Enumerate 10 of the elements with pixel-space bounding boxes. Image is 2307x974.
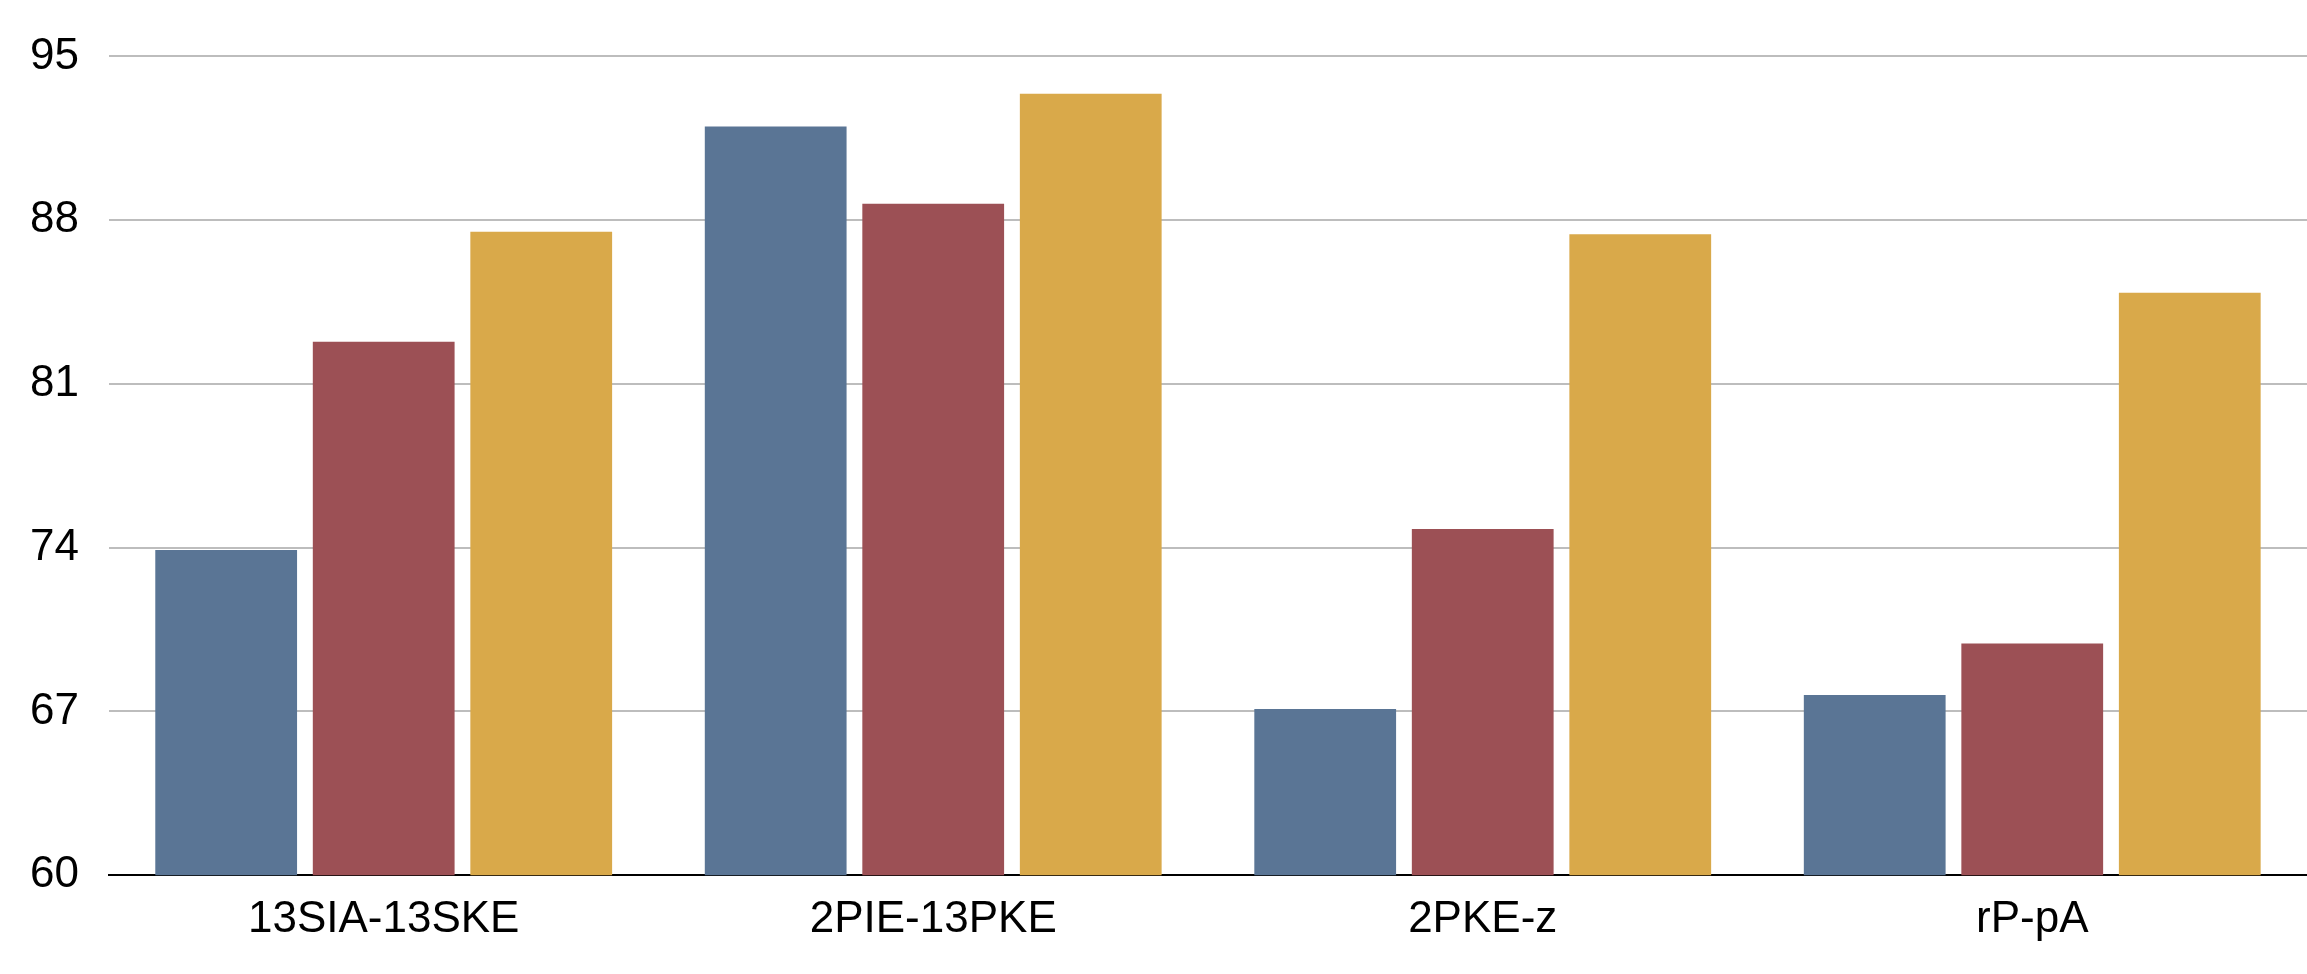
y-tick-label: 88 (29, 192, 79, 242)
x-tick-label: 2PKE-z (1408, 891, 1558, 941)
y-tick-label: 95 (29, 28, 79, 78)
y-tick-label: 67 (29, 683, 79, 733)
x-tick-label: 13SIA-13SKE (247, 891, 520, 941)
y-tick-label: 60 (29, 847, 79, 897)
x-tick-label: rP-pA (1976, 891, 2090, 941)
x-tick-label: 2PIE-13PKE (809, 891, 1057, 941)
y-tick-label: 74 (29, 519, 79, 569)
y-tick-label: 81 (29, 356, 79, 406)
